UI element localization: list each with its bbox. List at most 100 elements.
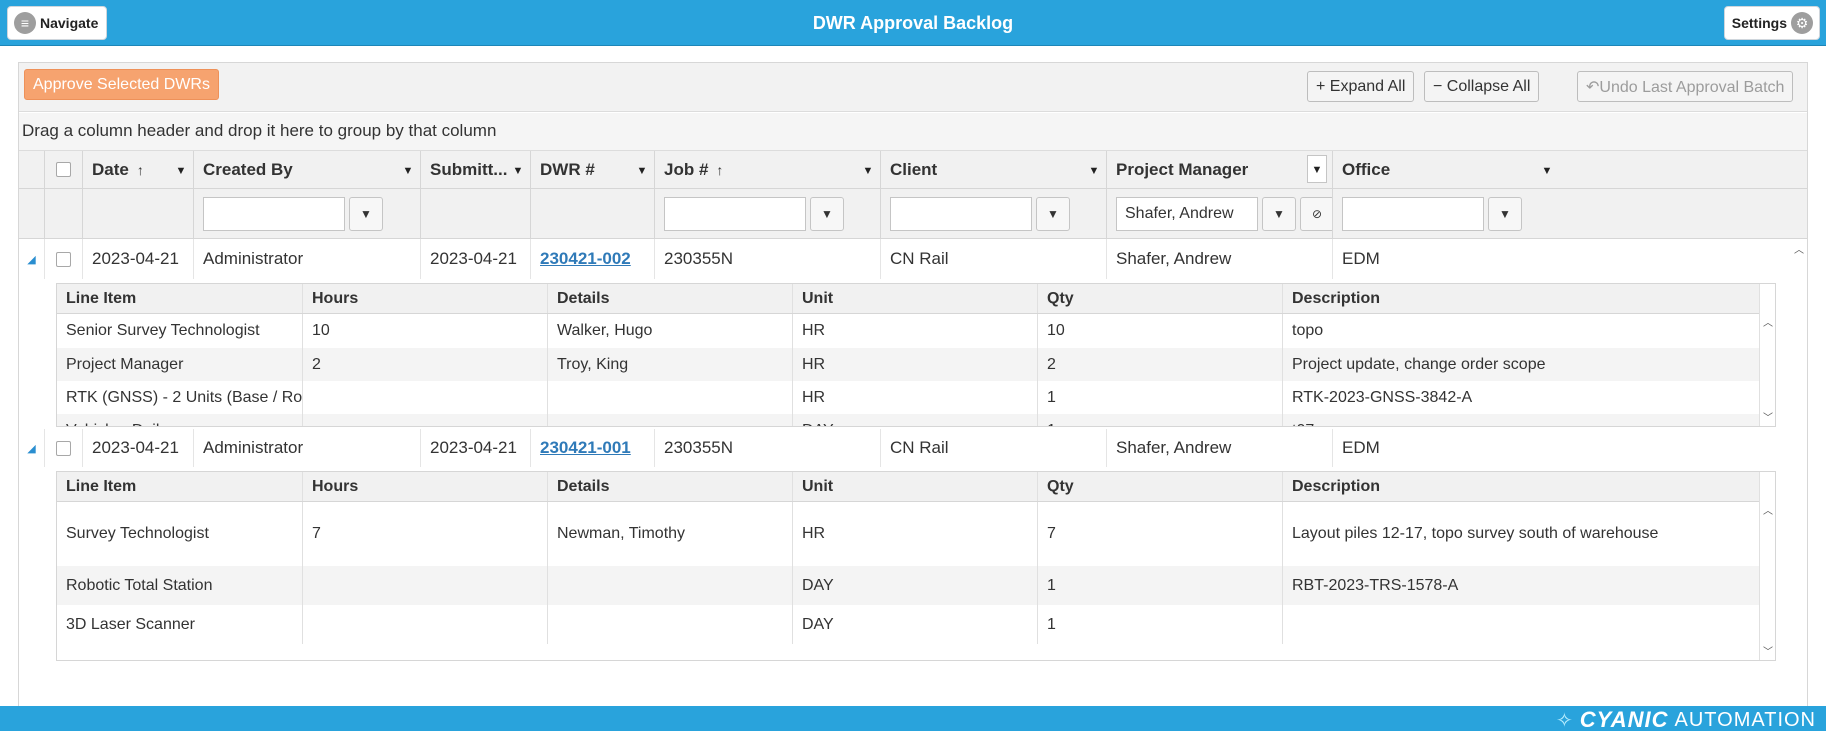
approve-selected-button[interactable]: Approve Selected DWRs xyxy=(24,69,219,100)
description-cell xyxy=(1283,605,1761,644)
funnel-icon[interactable]: ▼ xyxy=(512,165,524,177)
brand-name: CYANIC xyxy=(1579,707,1669,732)
col-header-job[interactable]: Job # ↑ ▼ xyxy=(655,151,881,188)
detail-row: RTK (GNSS) - 2 Units (Base / Rover) HR 1… xyxy=(57,381,1761,414)
col-header-label: Project Manager xyxy=(1116,159,1249,179)
funnel-icon[interactable]: ▼ xyxy=(810,197,844,231)
col-header-project-manager[interactable]: Project Manager ▼ xyxy=(1107,151,1333,188)
col-header-created-by[interactable]: Created By ▼ xyxy=(194,151,421,188)
office-cell: EDM xyxy=(1342,438,1380,457)
detail-header-row: Line Item Hours Details Unit Qty Descrip… xyxy=(57,472,1761,502)
created-by-filter-input[interactable] xyxy=(203,197,345,231)
col-header-label: DWR # xyxy=(540,159,595,179)
funnel-icon[interactable]: ▼ xyxy=(402,165,414,177)
col-header-label: Client xyxy=(890,159,938,179)
chevron-up-icon[interactable]: ︿ xyxy=(1763,318,1773,329)
project-manager-cell: Shafer, Andrew xyxy=(1107,239,1333,279)
undo-approval-button[interactable]: ↶Undo Last Approval Batch xyxy=(1577,71,1794,102)
details-cell: Troy, King xyxy=(548,348,793,381)
detail-col-header: Qty xyxy=(1038,472,1283,501)
row-checkbox[interactable] xyxy=(56,440,71,456)
funnel-icon[interactable]: ▼ xyxy=(1088,165,1100,177)
gear-icon: ⚙ xyxy=(1791,12,1813,34)
qty-cell: 1 xyxy=(1038,414,1283,426)
date-cell: 2023-04-21 xyxy=(83,239,194,279)
dwr-cell: 230421-001 xyxy=(531,429,655,467)
created-by-cell: Administrator xyxy=(194,239,421,279)
filter-cell-job: ▼ xyxy=(655,189,881,238)
funnel-icon[interactable]: ▼ xyxy=(862,165,874,177)
settings-button[interactable]: Settings ⚙ xyxy=(1724,6,1820,40)
qty-cell: 1 xyxy=(1038,381,1283,414)
expand-toggle[interactable]: ◢ xyxy=(19,239,45,279)
line-item-cell: Robotic Total Station xyxy=(57,566,303,605)
project-manager-filter-input[interactable] xyxy=(1116,197,1258,231)
filter-cell xyxy=(421,189,531,238)
office-filter-input[interactable] xyxy=(1342,197,1484,231)
select-all-checkbox[interactable] xyxy=(56,162,71,177)
job-filter-input[interactable] xyxy=(664,197,806,231)
job-cell: 230355N xyxy=(655,429,881,467)
funnel-icon[interactable]: ▼ xyxy=(1541,165,1553,177)
row-checkbox[interactable] xyxy=(56,251,71,267)
detail-col-header: Details xyxy=(548,472,793,501)
detail-scrollbar[interactable]: ︿ ﹀ xyxy=(1759,284,1775,426)
col-header-submitted[interactable]: Submitt... ▼ xyxy=(421,151,531,188)
client-filter-input[interactable] xyxy=(890,197,1032,231)
unit-cell: HR xyxy=(793,502,1038,566)
detail-scrollbar[interactable]: ︿ ﹀ xyxy=(1759,472,1775,660)
chevron-up-icon[interactable]: ︿ xyxy=(1763,506,1773,517)
description-cell: RBT-2023-TRS-1578-A xyxy=(1292,576,1459,594)
qty-cell: 2 xyxy=(1038,348,1283,381)
filter-cell-created-by: ▼ xyxy=(194,189,421,238)
filter-cell xyxy=(19,189,45,238)
col-header-dwr[interactable]: DWR # ▼ xyxy=(531,151,655,188)
line-item-cell: Vehicle - Daily xyxy=(57,414,303,426)
funnel-icon[interactable]: ▼ xyxy=(1262,197,1296,231)
submitted-cell: 2023-04-21 xyxy=(421,239,531,279)
qty-cell: 7 xyxy=(1038,502,1283,566)
caret-icon: ◢ xyxy=(27,253,36,266)
funnel-icon[interactable]: ▼ xyxy=(1488,197,1522,231)
unit-cell: DAY xyxy=(793,414,1038,426)
detail-col-header: Description xyxy=(1292,289,1381,307)
funnel-icon[interactable]: ▼ xyxy=(1307,155,1327,183)
expand-all-button[interactable]: + Expand All xyxy=(1307,71,1415,102)
col-header-client[interactable]: Client ▼ xyxy=(881,151,1107,188)
funnel-icon[interactable]: ▼ xyxy=(636,165,648,177)
chevron-up-icon[interactable]: ︿ xyxy=(1794,245,1804,256)
hours-cell: 10 xyxy=(303,314,548,348)
unit-cell: DAY xyxy=(793,605,1038,644)
qty-cell: 1 xyxy=(1038,566,1283,605)
detail-row: Senior Survey Technologist 10 Walker, Hu… xyxy=(57,314,1761,348)
col-header-office[interactable]: Office ▼ xyxy=(1333,151,1559,188)
detail-row: Vehicle - Daily DAY 1 t07 xyxy=(57,414,1761,426)
detail-col-header: Unit xyxy=(793,284,1038,313)
chevron-down-icon[interactable]: ﹀ xyxy=(1763,413,1773,424)
details-cell xyxy=(548,414,793,426)
expand-toggle[interactable]: ◢ xyxy=(19,429,45,467)
table-row: ◢ 2023-04-21 Administrator 2023-04-21 23… xyxy=(19,429,1807,467)
chevron-down-icon[interactable]: ﹀ xyxy=(1763,647,1773,658)
hours-cell xyxy=(303,605,548,644)
dwr-link[interactable]: 230421-001 xyxy=(540,438,631,457)
select-all-cell xyxy=(45,151,83,188)
grid-scrollbar[interactable]: ︿ xyxy=(1791,239,1807,706)
expand-column-header xyxy=(19,151,45,188)
funnel-icon[interactable]: ▼ xyxy=(349,197,383,231)
group-drop-area[interactable]: Drag a column header and drop it here to… xyxy=(19,113,1807,151)
clear-filter-icon[interactable]: ⊘ xyxy=(1300,197,1332,231)
caret-icon: ◢ xyxy=(27,442,36,455)
grid-toolbar: Approve Selected DWRs + Expand All − Col… xyxy=(19,63,1807,112)
line-item-cell: RTK (GNSS) - 2 Units (Base / Rover) xyxy=(57,381,303,414)
dwr-link[interactable]: 230421-002 xyxy=(540,249,631,268)
hours-cell xyxy=(303,566,548,605)
col-header-date[interactable]: Date ↑ ▼ xyxy=(83,151,194,188)
col-header-label: Office xyxy=(1342,159,1391,179)
hours-cell xyxy=(303,414,548,426)
details-cell xyxy=(548,381,793,414)
funnel-icon[interactable]: ▼ xyxy=(1036,197,1070,231)
navigate-button[interactable]: ≡ Navigate xyxy=(7,6,107,40)
collapse-all-button[interactable]: − Collapse All xyxy=(1424,71,1540,102)
funnel-icon[interactable]: ▼ xyxy=(175,165,187,177)
